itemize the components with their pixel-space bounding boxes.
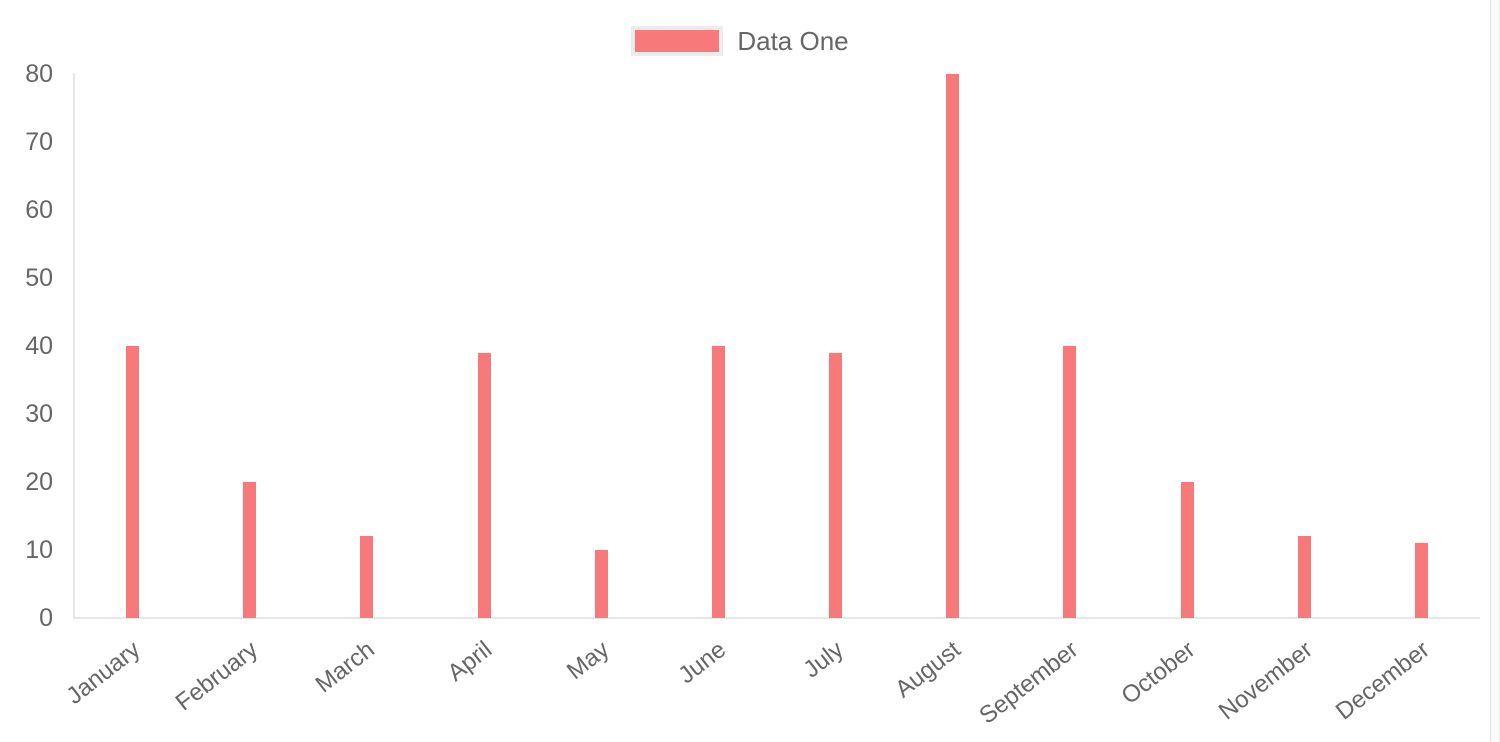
bar-june[interactable] <box>711 346 725 618</box>
bar-july[interactable] <box>829 352 843 618</box>
x-tick-label-july: July <box>798 635 849 684</box>
bar-november[interactable] <box>1297 536 1311 618</box>
y-tick-label-10: 10 <box>25 536 53 564</box>
bar-april[interactable] <box>477 352 491 618</box>
bar-october[interactable] <box>1180 482 1194 618</box>
scrollbar-track[interactable] <box>1490 0 1500 742</box>
chart-legend: Data One <box>0 26 1500 56</box>
bar-august[interactable] <box>946 74 960 618</box>
x-axis-line <box>73 617 1480 619</box>
x-tick-label-october: October <box>1116 635 1201 710</box>
bar-december[interactable] <box>1414 543 1428 618</box>
bar-january[interactable] <box>126 346 140 618</box>
x-tick-label-june: June <box>673 635 732 690</box>
legend-item-data-one[interactable]: Data One <box>631 26 849 56</box>
y-tick-label-0: 0 <box>39 604 53 632</box>
legend-label: Data One <box>737 26 849 56</box>
x-tick-label-april: April <box>442 635 498 687</box>
y-tick-label-40: 40 <box>25 332 53 360</box>
y-tick-label-60: 60 <box>25 196 53 224</box>
y-tick-label-80: 80 <box>25 60 53 88</box>
x-tick-label-december: December <box>1330 635 1435 726</box>
y-tick-label-70: 70 <box>25 128 53 156</box>
x-tick-label-may: May <box>561 635 615 686</box>
bar-february[interactable] <box>243 482 257 618</box>
bar-march[interactable] <box>360 536 374 618</box>
x-tick-label-march: March <box>310 635 380 699</box>
y-tick-label-50: 50 <box>25 264 53 292</box>
bar-may[interactable] <box>594 550 608 618</box>
bar-september[interactable] <box>1063 346 1077 618</box>
y-axis-line <box>73 73 75 619</box>
y-tick-label-20: 20 <box>25 468 53 496</box>
x-tick-label-february: February <box>170 635 263 717</box>
legend-swatch-icon <box>631 26 724 56</box>
x-tick-label-november: November <box>1213 635 1318 726</box>
x-tick-label-january: January <box>61 635 146 710</box>
x-tick-label-september: September <box>973 635 1083 730</box>
x-tick-label-august: August <box>890 635 966 704</box>
y-tick-label-30: 30 <box>25 400 53 428</box>
